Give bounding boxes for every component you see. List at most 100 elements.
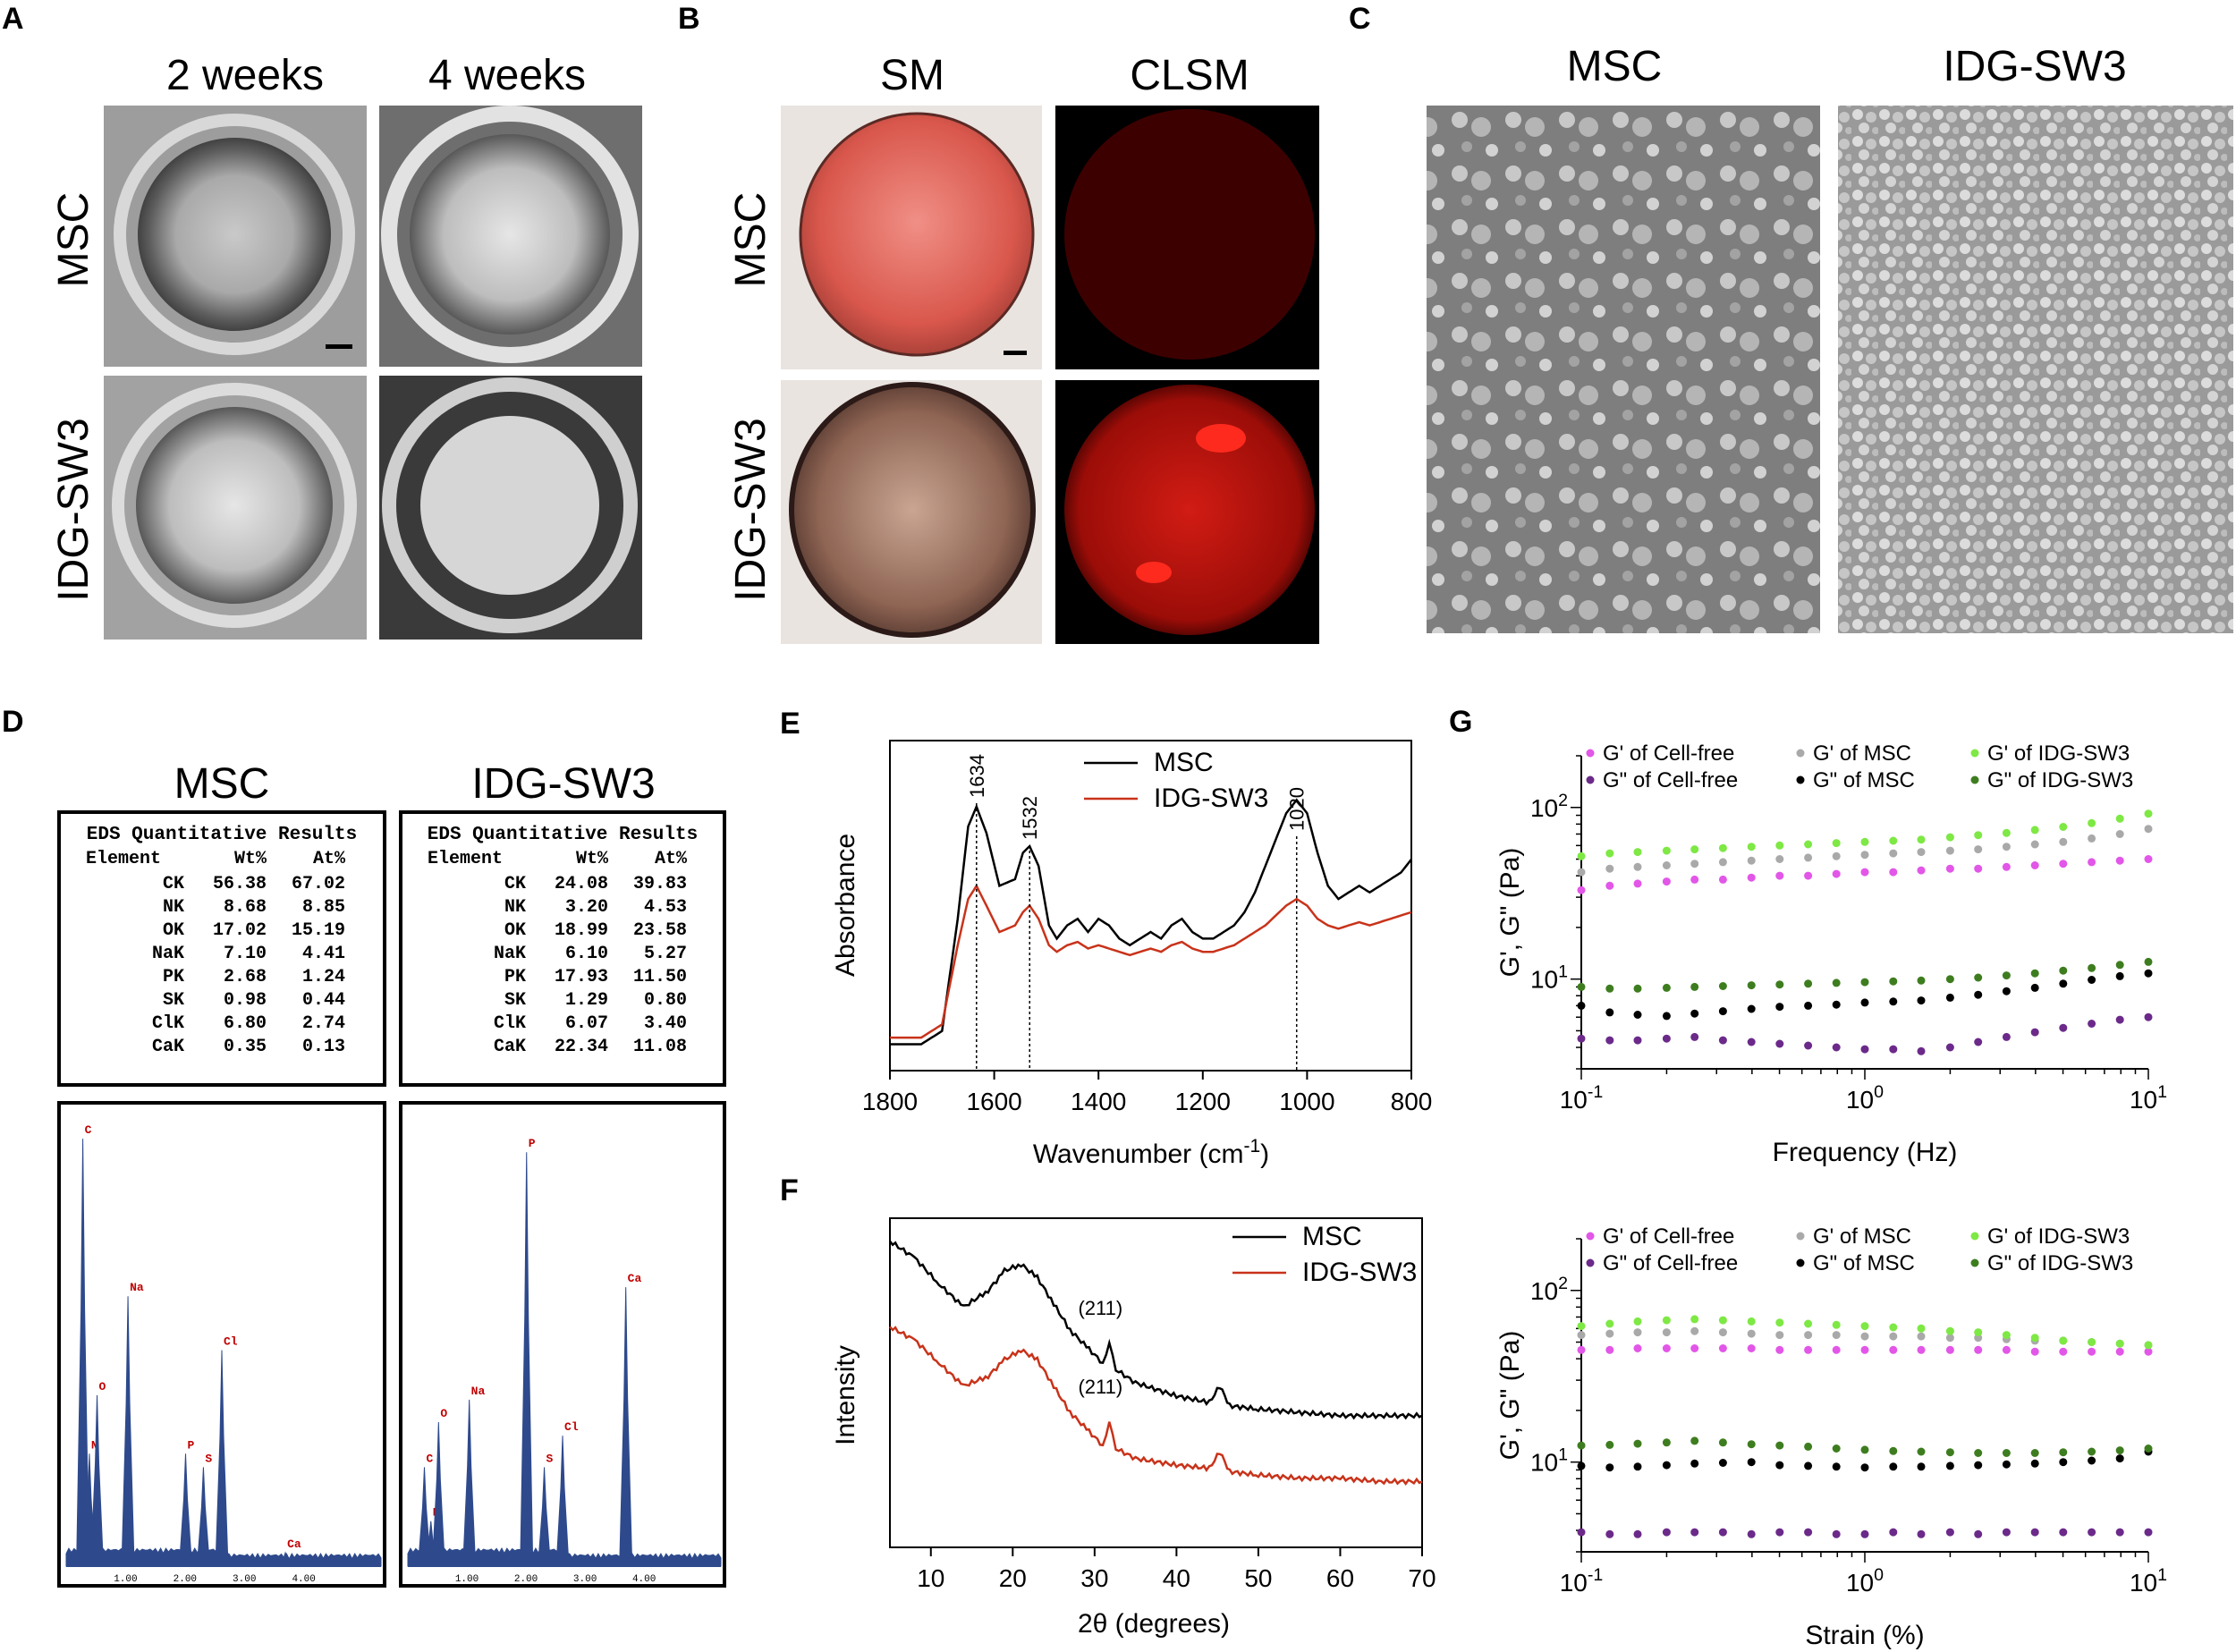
point-gofmsc <box>1917 996 1926 1005</box>
point-gofcell-free <box>1690 1528 1699 1537</box>
legend-marker <box>1796 749 1805 758</box>
point-gofidg-sw <box>2002 1331 2011 1340</box>
point-gofmsc <box>1633 862 1642 871</box>
point-gofmsc <box>2088 1456 2096 1465</box>
eds-cell-wt: 17.93 <box>555 967 608 987</box>
series-line-idg-sw3 <box>889 1326 1423 1487</box>
point-gofmsc <box>1832 1331 1841 1340</box>
point-gofcell-free <box>1889 868 1898 877</box>
point-gofmsc <box>1690 1326 1699 1335</box>
point-gofidg-sw <box>1633 848 1642 857</box>
point-gofidg-sw <box>1633 1439 1642 1448</box>
eds-cell-at: 2.74 <box>302 1013 345 1034</box>
point-gofcell-free <box>1577 1034 1586 1043</box>
spectrum-tick-label: 4.00 <box>632 1574 656 1585</box>
point-gofidg-sw <box>1889 977 1898 986</box>
point-gofcell-free <box>1832 1345 1841 1354</box>
eds-cell-element: NaK <box>152 944 184 964</box>
point-gofcell-free <box>2115 1015 2124 1024</box>
point-gofcell-free <box>2002 1032 2011 1041</box>
legend-label: G' of Cell-free <box>1603 741 1734 766</box>
point-gofmsc <box>1690 1009 1699 1018</box>
point-gofmsc <box>1974 1461 1983 1470</box>
point-gofidg-sw <box>1718 982 1727 990</box>
point-gofmsc <box>1775 1003 1784 1012</box>
point-gofcell-free <box>2002 862 2011 871</box>
point-gofcell-free <box>2059 1347 2068 1356</box>
point-gofmsc <box>1718 858 1727 867</box>
plot-frame <box>889 740 1412 1072</box>
point-gofidg-sw <box>1945 1326 1954 1335</box>
legend-marker <box>1970 1232 1979 1241</box>
point-gofidg-sw <box>1577 1441 1586 1450</box>
eds-spectra: CNONaPSClCa1.002.003.004.00CNONaPSClCa1.… <box>57 1101 726 1588</box>
eds-cell-element: NK <box>504 897 526 918</box>
point-gofidg-sw <box>1889 1323 1898 1332</box>
point-gofcell-free <box>1832 869 1841 878</box>
point-gofcell-free <box>1747 1344 1756 1352</box>
panel-letter-g: G <box>1449 705 1472 739</box>
point-gofcell-free <box>1747 1038 1756 1046</box>
point-gofmsc <box>1690 860 1699 868</box>
point-gofmsc <box>2059 979 2068 988</box>
series-line-msc <box>890 798 1412 1046</box>
point-gofcell-free <box>2002 1345 2011 1354</box>
x-tick-label: 60 <box>1326 1564 1354 1592</box>
eds-col-header: At% <box>655 849 688 869</box>
point-gofidg-sw <box>1690 982 1699 991</box>
point-gofmsc <box>1605 864 1614 873</box>
point-gofmsc <box>1917 848 1926 857</box>
eds-cell-element: OK <box>504 920 526 941</box>
point-gofidg-sw <box>1662 1438 1671 1447</box>
point-gofmsc <box>2030 1459 2039 1468</box>
x-tick-label: 100 <box>1846 1082 1884 1114</box>
point-gofidg-sw <box>1832 839 1841 848</box>
point-gofcell-free <box>2115 1528 2124 1537</box>
col-label-sm: SM <box>880 52 944 99</box>
peak-label: S <box>205 1452 212 1465</box>
eds-cell-at: 23.58 <box>633 920 687 941</box>
eds-cell-element: CK <box>163 874 184 894</box>
point-gofcell-free <box>1662 877 1671 886</box>
point-gofcell-free <box>1804 1041 1813 1050</box>
panel-letter-f: F <box>780 1173 799 1207</box>
point-gofmsc <box>2059 1458 2068 1467</box>
eds-cell-element: CaK <box>152 1037 184 1057</box>
point-gofidg-sw <box>1775 841 1784 850</box>
point-gofidg-sw <box>1605 1319 1614 1328</box>
eds-cell-element: PK <box>504 967 526 987</box>
eds-cell-at: 5.27 <box>644 944 687 964</box>
point-gofidg-sw <box>1860 1322 1869 1331</box>
peak-label: P <box>187 1438 194 1452</box>
spectrum-tick-label: 2.00 <box>514 1574 538 1585</box>
point-gofcell-free <box>1690 875 1699 884</box>
point-gofidg-sw <box>1974 1328 1983 1337</box>
point-gofcell-free <box>1860 1045 1869 1054</box>
x-tick-label: 50 <box>1244 1564 1272 1592</box>
point-gofcell-free <box>1917 1046 1926 1055</box>
point-gofmsc <box>1945 993 1954 1002</box>
y-tick-label: 102 <box>1530 791 1568 822</box>
point-gofmsc <box>1860 851 1869 860</box>
legend-label: G" of MSC <box>1813 768 1915 792</box>
peak-label: Ca <box>287 1538 301 1551</box>
point-gofmsc <box>1747 1458 1756 1467</box>
point-gofidg-sw <box>1860 837 1869 846</box>
point-gofidg-sw <box>1662 1316 1671 1325</box>
point-gofcell-free <box>1662 1528 1671 1537</box>
point-gofmsc <box>1832 851 1841 860</box>
point-gofmsc <box>2115 830 2124 838</box>
eds-cell-at: 39.83 <box>633 874 687 894</box>
point-gofidg-sw <box>1690 1315 1699 1324</box>
eds-cell-at: 0.44 <box>302 990 345 1011</box>
point-gofidg-sw <box>1718 1316 1727 1325</box>
point-gofidg-sw <box>1775 1441 1784 1450</box>
point-gofidg-sw <box>2115 961 2124 970</box>
legend-label: G" of IDG-SW3 <box>1987 1251 2133 1275</box>
legend-label: MSC <box>1302 1222 1362 1251</box>
point-gofcell-free <box>2030 1347 2039 1356</box>
point-gofidg-sw <box>1832 978 1841 987</box>
point-gofidg-sw <box>2144 809 2153 818</box>
point-gofcell-free <box>1718 1528 1727 1537</box>
peak-label: Na <box>130 1281 144 1294</box>
